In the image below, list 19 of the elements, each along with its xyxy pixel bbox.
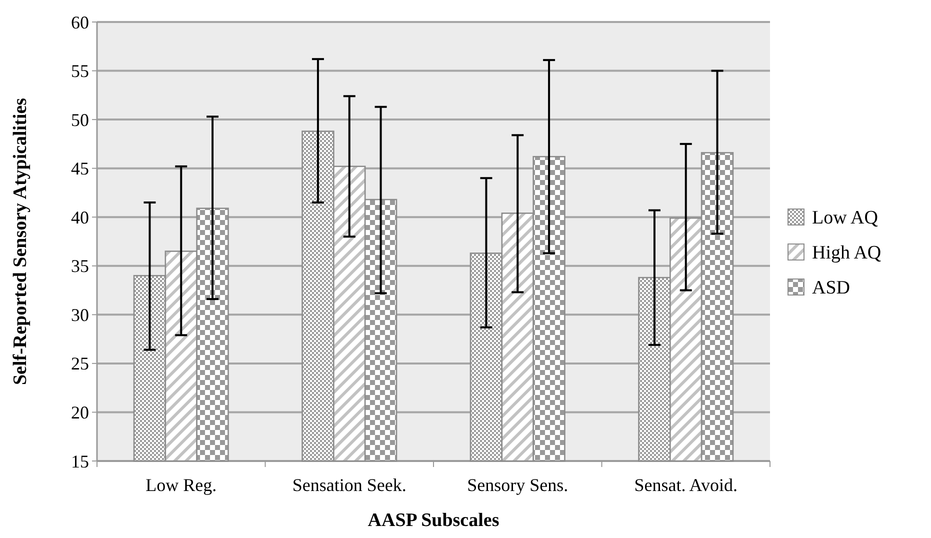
x-tick-label: Low Reg. [146,475,217,495]
y-tick-label: 20 [71,402,89,423]
y-tick-label: 35 [71,256,89,276]
legend-label: ASD [812,278,850,299]
y-tick-label: 50 [71,110,89,130]
x-tick-label: Sensory Sens. [467,475,568,495]
x-axis-title: AASP Subscales [368,510,500,531]
y-tick-label: 25 [71,354,89,374]
x-tick-label: Sensation Seek. [292,475,406,495]
y-axis-title: Self-Reported Sensory Atypicalities [10,98,31,386]
y-tick-label: 55 [71,61,89,82]
legend-label: Low AQ [812,208,878,229]
y-tick-label: 30 [71,304,89,325]
y-tick-label: 60 [71,12,89,32]
y-tick-label: 40 [71,207,89,228]
y-tick-label: 15 [71,451,89,472]
legend-label: High AQ [812,242,882,264]
x-tick-label: Sensat. Avoid. [634,475,738,495]
y-tick-label: 45 [71,158,89,179]
